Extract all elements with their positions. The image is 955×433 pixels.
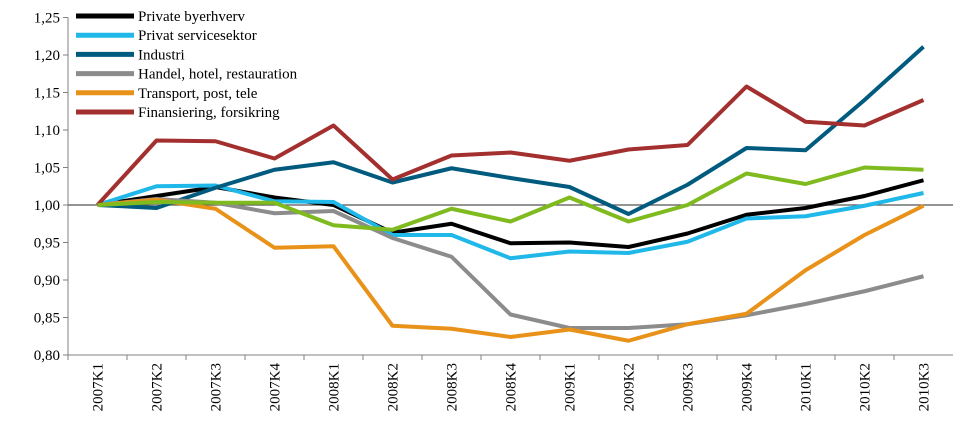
x-tick-label: 2009K4 [740,363,756,412]
x-tick-label: 2008K4 [504,363,520,412]
legend-label: Transport, post, tele [138,86,258,102]
series-line [96,84,925,207]
x-tick-label: 2007K2 [150,363,166,411]
x-tick-label: 2010K2 [858,363,874,411]
y-tick-label: 1,10 [34,123,60,139]
y-tick-label: 0,80 [34,348,60,364]
y-tick-label: 0,95 [34,236,60,252]
y-tick-label: 1,05 [34,161,60,177]
y-tick-label: 1,25 [34,11,60,27]
series-line [97,197,925,343]
legend-label: Private byerhverv [138,9,246,25]
series-line [97,45,925,216]
x-tick-label: 2008K2 [386,363,402,411]
legend-label: Industri [138,47,185,63]
y-tick-label: 1,20 [34,48,60,64]
legend-label: Privat servicesektor [138,28,257,44]
x-tick-label: 2009K2 [622,363,638,411]
x-tick-label: 2009K1 [563,363,579,411]
y-tick-label: 1,15 [34,86,60,102]
x-tick-label: 2008K3 [445,363,461,411]
series-line [96,183,924,261]
x-tick-label: 2010K3 [917,363,933,411]
y-tick-label: 0,85 [34,311,60,327]
series-line [97,165,924,232]
x-tick-label: 2007K4 [268,363,284,412]
legend-label: Handel, hotel, restauration [138,67,298,83]
y-tick-label: 0,90 [34,273,60,289]
series-line [97,197,924,330]
x-tick-label: 2007K1 [91,363,107,411]
x-tick-label: 2007K3 [209,363,225,411]
x-tick-label: 2008K1 [327,363,343,411]
x-tick-label: 2009K3 [681,363,697,411]
x-tick-label: 2010K1 [799,363,815,411]
y-tick-label: 1,00 [34,198,60,214]
legend-label: Finansiering, forsikring [138,105,280,121]
